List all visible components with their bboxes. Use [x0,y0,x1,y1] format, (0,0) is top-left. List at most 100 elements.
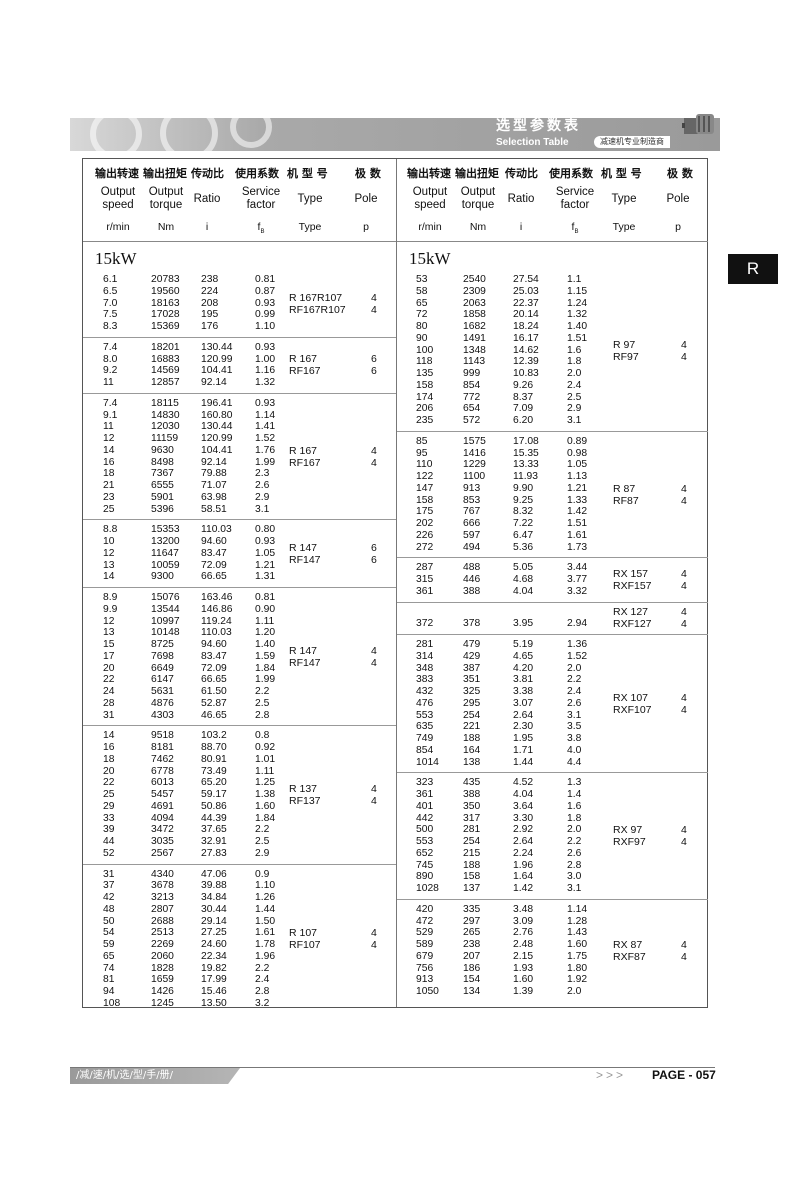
output-speed: 20 [103,662,115,674]
output-speed: 23 [103,491,115,503]
output-torque: 7462 [151,753,174,765]
ratio: 4.68 [513,574,534,585]
service-factor: 1.05 [567,459,588,471]
service-factor: 0.93 [255,341,276,353]
ratio: 2.15 [513,950,534,962]
column-unit: fB [257,221,265,236]
service-factor: 1.6 [567,800,582,812]
model-type-line: R 137 4 [289,783,391,795]
output-speed: 500 [416,824,434,836]
output-torque: 2807 [151,903,174,915]
table-row: 108 1245 13.50 3.2 [83,998,396,1010]
output-speed: 44 [103,836,115,847]
output-torque: 1143 [463,356,486,368]
output-speed: 158 [416,494,434,506]
service-factor: 2.9 [567,403,582,415]
service-factor: 2.5 [567,391,582,403]
output-torque: 853 [463,494,481,506]
output-speed: 472 [416,915,434,927]
output-torque: 388 [463,585,481,597]
output-speed: 20 [103,765,115,777]
ratio: 79.88 [201,468,227,480]
output-torque: 654 [463,403,481,415]
output-speed: 383 [416,674,434,686]
service-factor: 1.11 [255,615,275,627]
gear-decoration-icon [160,104,218,162]
ratio: 18.24 [513,321,539,332]
service-factor: 0.9 [255,868,270,880]
service-factor: 1.21 [255,559,276,571]
output-speed: 65 [416,297,428,309]
model-type-line: RF167 4 [289,457,391,469]
output-torque: 5631 [151,686,174,697]
model-type: RF167 [289,456,321,469]
model-type: R 137 [289,782,318,795]
service-factor: 4.4 [567,756,582,768]
table-row: 39 3472 37.65 2.2 [83,824,396,836]
service-factor: 0.8 [255,730,270,742]
output-speed: 37 [103,880,115,892]
service-factor: 2.2 [255,686,270,697]
model-type-cell: R 137 4 RF137 4 [289,726,391,863]
column-unit: Nm [157,221,175,233]
output-speed: 31 [103,709,115,721]
table-row: 37 3678 39.88 1.10 [83,880,396,892]
service-factor: 0.93 [255,297,276,309]
banner-subtitle: Selection Table [496,137,569,148]
table-row: 20 6778 73.49 1.11 [83,766,396,778]
table-row: 432 325 3.38 2.4 [397,686,708,698]
output-torque: 254 [463,836,481,847]
output-speed: 8.9 [103,592,118,603]
service-factor: 1.21 [567,482,588,494]
model-type: RF137 [289,794,321,807]
model-type-line: RF147 6 [289,554,391,566]
service-factor: 0.93 [255,536,276,547]
service-factor: 2.6 [255,480,270,491]
footer-divider [70,1067,715,1068]
output-torque: 158 [463,871,481,883]
table-row: 95 1416 15.35 0.98 [397,448,708,460]
ratio: 14.62 [513,344,539,356]
table-row: 174 772 8.37 2.5 [397,392,708,404]
output-torque: 7698 [151,650,174,662]
output-speed: 372 [416,618,434,630]
output-speed: 24 [103,686,115,697]
ratio: 34.84 [201,892,227,903]
output-speed: 202 [416,518,434,529]
output-speed: 13 [103,559,115,571]
ratio: 238 [201,274,219,285]
ratio: 6.20 [513,415,534,426]
output-torque: 9300 [151,571,174,583]
pole-count: 6 [371,353,377,366]
output-speed: 12 [103,433,115,444]
ratio: 4.04 [513,585,534,597]
service-factor: 1.42 [567,506,588,518]
table-row: 314 429 4.65 1.52 [397,651,708,663]
output-speed: 108 [103,997,121,1009]
column-header-cn: 极 数 [355,167,381,180]
ratio: 17.99 [201,974,227,986]
model-type-cell: RX 97 4 RXF97 4 [613,773,701,899]
service-factor: 1.4 [567,789,582,800]
output-torque: 435 [463,777,481,789]
table-row: 913 154 1.60 1.92 [397,974,708,986]
service-factor: 1.40 [255,639,276,650]
table-row: 29 4691 50.86 1.60 [83,801,396,813]
ratio: 1.96 [513,859,534,871]
ratio: 208 [201,297,219,309]
column-unit: r/min [106,221,130,233]
table-row: 59 2269 24.60 1.78 [83,939,396,951]
model-type: RXF127 [613,618,652,631]
output-speed: 22 [103,674,115,686]
ratio: 2.64 [513,836,534,847]
ratio: 8.37 [513,391,534,403]
output-torque: 2060 [151,950,174,962]
table-row: 90 1491 16.17 1.51 [397,333,708,345]
table-row: 80 1682 18.24 1.40 [397,321,708,333]
ratio: 6.47 [513,529,534,541]
table-row: 553 254 2.64 3.1 [397,710,708,722]
output-torque: 3213 [151,892,174,903]
table-row: 8.9 15076 163.46 0.81 [83,592,396,604]
pole-count: 4 [681,618,687,631]
output-torque: 12030 [151,421,180,433]
